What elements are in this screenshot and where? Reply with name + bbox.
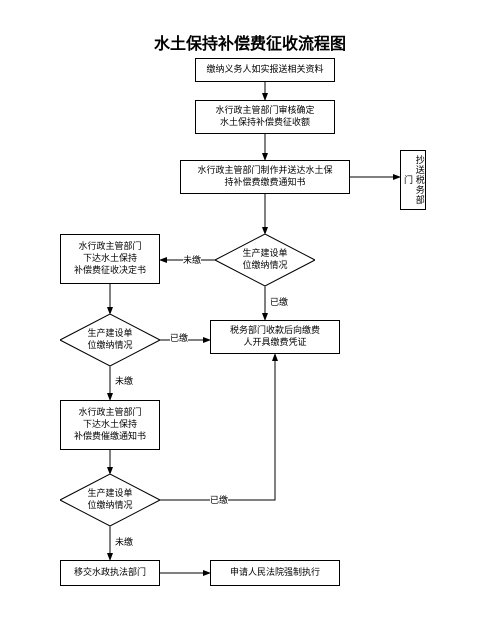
node-reminder-notice: 水行政主管部门下达水土保持补偿费催缴通知书 [60,400,160,450]
node-copy-to-tax: 抄送税务部门 [400,150,426,210]
edge-label-paid-2: 已缴 [170,333,188,344]
decision-payment-status-2: 生产建设单位缴纳情况 [60,314,160,366]
node-tax-receipt: 税务部门收款后向缴费人开具缴费凭证 [210,320,340,354]
node-collection-decision: 水行政主管部门下达水土保持补偿费征收决定书 [60,234,160,284]
edge-label-unpaid-1: 未缴 [183,255,201,266]
edge-label-unpaid-3: 未缴 [115,537,133,548]
edge-label-paid-3: 已缴 [210,495,228,506]
node-issue-notice: 水行政主管部门制作并送达水土保持补偿费缴费通知书 [180,160,350,194]
node-transfer-enforcement: 移交水政执法部门 [60,560,160,586]
decision-payment-status-1: 生产建设单位缴纳情况 [215,234,315,286]
edge-label-paid-1: 已缴 [270,297,288,308]
flowchart-stage: 水土保持补偿费征收流程图 缴纳义务人如实报送相关资料 水行政主管部门审核确定水土… [0,0,500,636]
edge-label-unpaid-2: 未缴 [115,376,133,387]
node-submit-materials: 缴纳义务人如实报送相关资料 [195,58,335,82]
node-court-enforcement: 申请人民法院强制执行 [210,560,340,586]
node-review-amount: 水行政主管部门审核确定水土保持补偿费征收额 [195,100,335,134]
decision-payment-status-3: 生产建设单位缴纳情况 [60,474,160,526]
